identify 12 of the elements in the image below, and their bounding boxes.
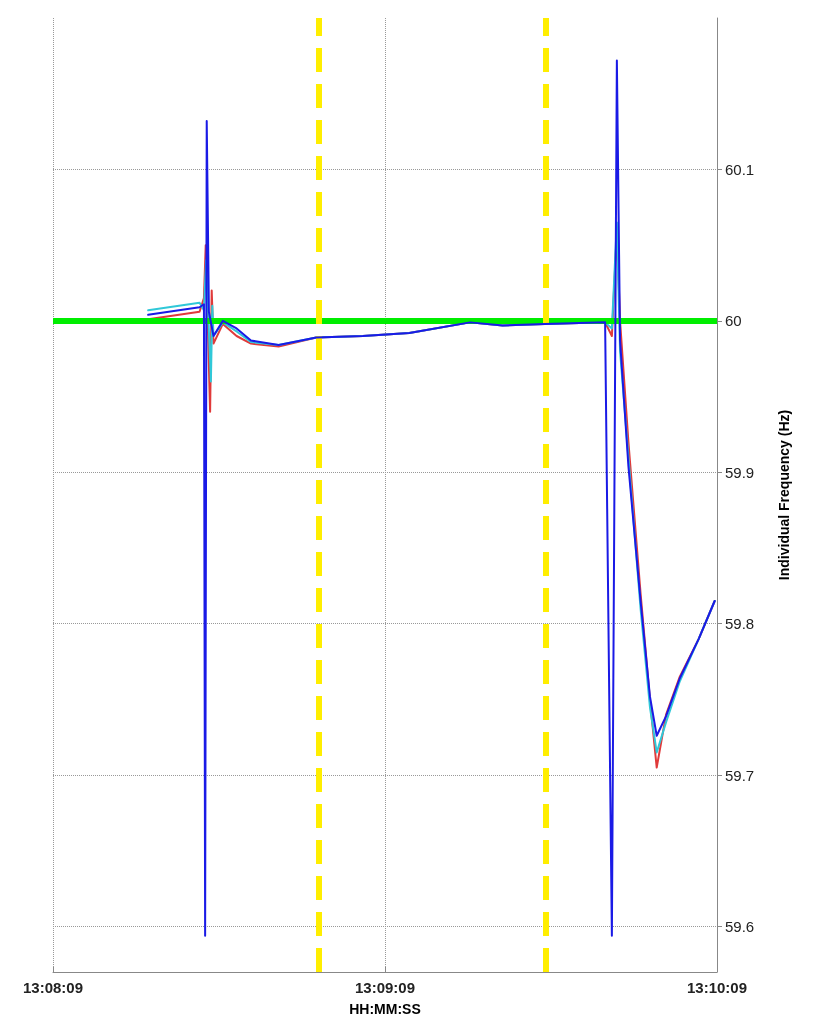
x-tick-label: 13:10:09 xyxy=(686,979,748,996)
y-tick-label: 60.1 xyxy=(725,160,755,178)
x-tick-label: 13:08:09 xyxy=(22,979,84,996)
y-axis-title: Individual Frequency (Hz) xyxy=(776,409,792,581)
y-tick-label: 59.7 xyxy=(725,766,755,784)
x-tick-label: 13:09:09 xyxy=(354,979,416,996)
y-tick-label: 59.6 xyxy=(725,918,755,936)
x-axis-title: HH:MM:SS xyxy=(349,1001,421,1017)
y-tick-label: 59.9 xyxy=(725,463,755,481)
line-series xyxy=(147,59,716,937)
y-tick-label: 60 xyxy=(725,312,742,330)
y-tick-label: 59.8 xyxy=(725,615,755,633)
